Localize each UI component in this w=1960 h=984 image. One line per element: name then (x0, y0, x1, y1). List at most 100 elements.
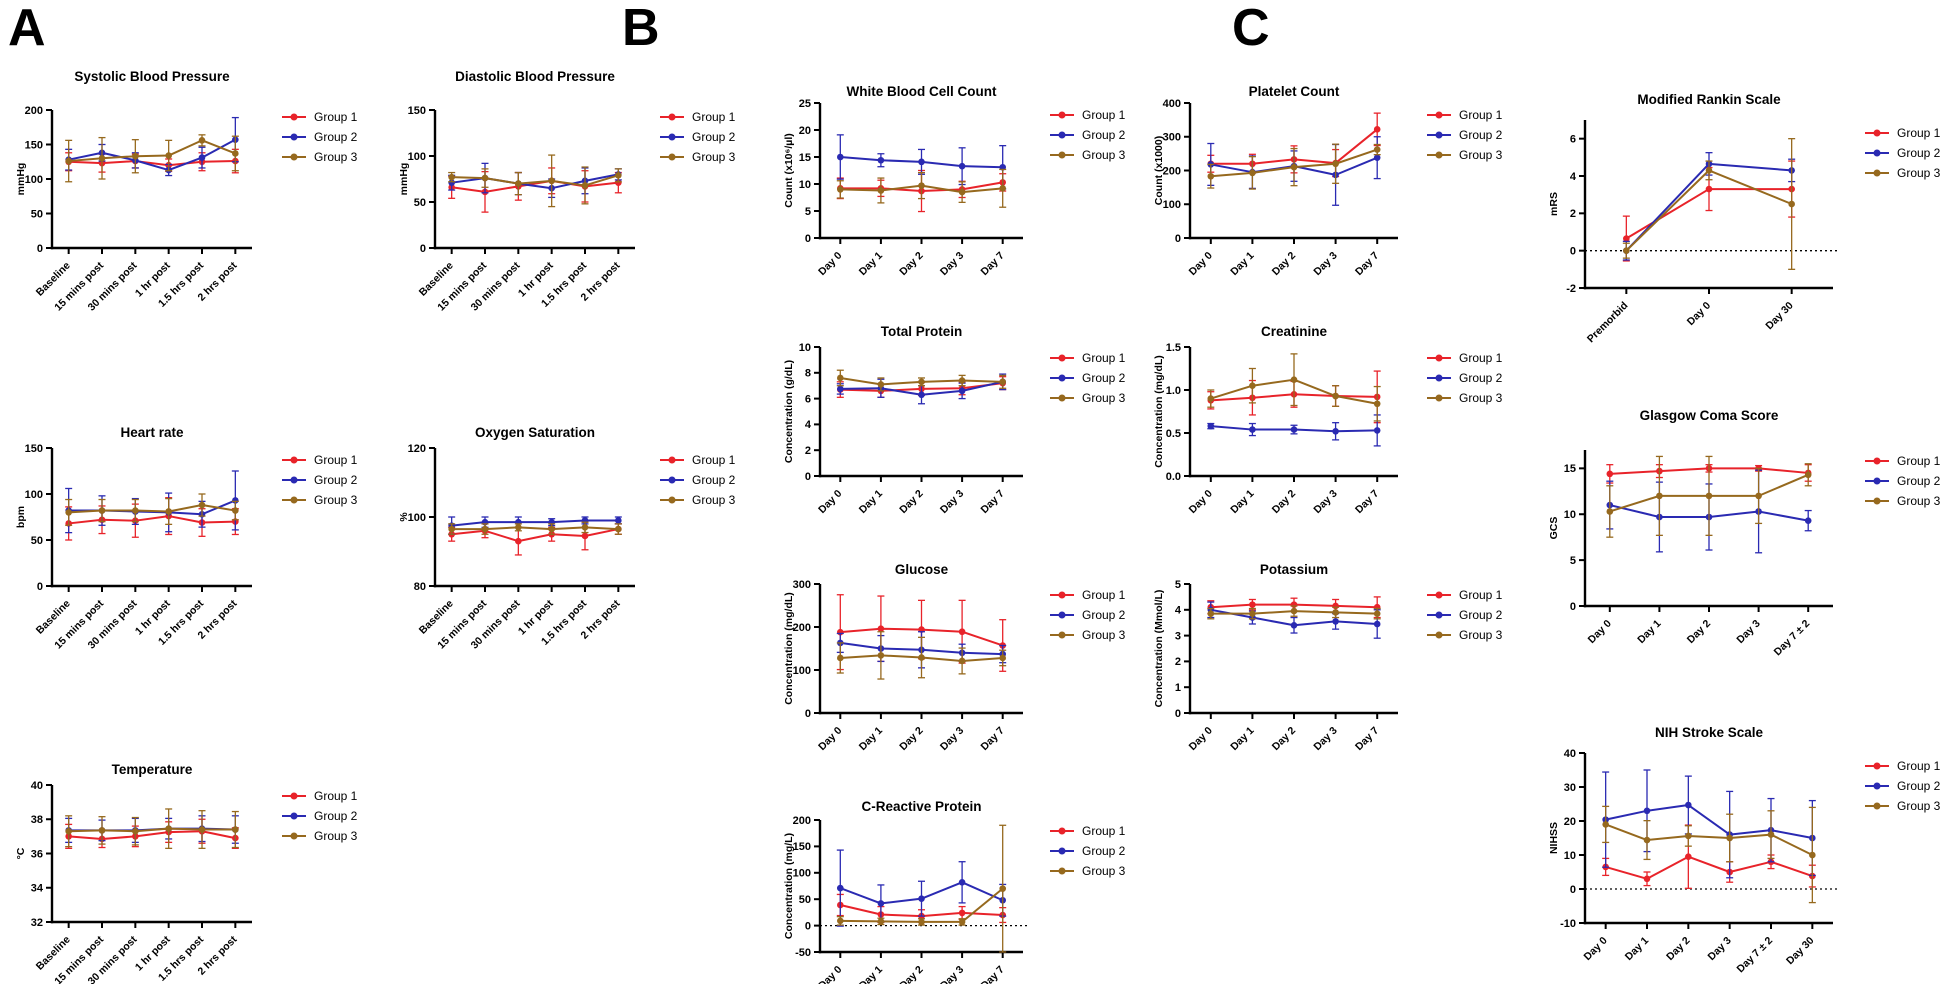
data-point (515, 537, 522, 545)
y-tick-label: 100 (25, 489, 43, 501)
data-point (958, 909, 966, 917)
y-tick-label: 150 (25, 443, 43, 455)
y-tick-label: 1 (1175, 682, 1181, 694)
y-tick-label: 50 (414, 197, 426, 209)
legend-label: Group 1 (1897, 126, 1941, 140)
series-group-2 (448, 162, 622, 199)
y-tick-label: 10 (1564, 509, 1576, 521)
y-tick-label: 5 (1570, 555, 1576, 567)
x-tick-label: Day 3 (1311, 250, 1339, 278)
x-tick-label: Day 7 (1353, 250, 1381, 278)
y-tick-label: 0.5 (1166, 428, 1181, 440)
data-point (1373, 610, 1381, 617)
data-point (232, 507, 239, 514)
legend-marker (668, 153, 676, 161)
y-tick-label: 1.0 (1166, 385, 1181, 397)
series-line (451, 174, 619, 187)
y-tick-label: 0 (420, 243, 426, 255)
y-tick-label: -2 (1566, 283, 1576, 295)
y-tick-label: 0 (805, 920, 811, 932)
chart-svg-nih: NIH Stroke Scale -10 0 10 20 30 40 NIHSS Day 0 Da… (1548, 725, 1941, 975)
series-group-2 (1207, 414, 1381, 447)
y-tick-label: 32 (31, 917, 43, 929)
data-point (98, 507, 106, 514)
x-tick-label: Day 7 (979, 964, 1007, 984)
legend-marker (290, 832, 298, 840)
y-tick-label: 150 (793, 841, 811, 853)
x-tick-label: Day 2 (1664, 935, 1692, 963)
y-tick-label: 20 (799, 125, 811, 137)
legend-label: Group 3 (314, 150, 358, 164)
legend-label: Group 1 (692, 453, 736, 467)
data-point (615, 172, 622, 179)
data-point (1656, 492, 1663, 500)
legend-item: Group 1 (1050, 824, 1126, 838)
y-tick-label: 0 (1570, 601, 1576, 613)
y-tick-label: 50 (31, 208, 43, 220)
legend-label: Group 3 (314, 493, 358, 507)
series-line (1605, 855, 1813, 880)
data-point (877, 625, 885, 633)
y-axis-label: Concentration (g/dL) (783, 360, 795, 463)
y-tick-label: 2 (1570, 208, 1576, 220)
legend-marker (1058, 374, 1066, 382)
series-group-1 (448, 167, 622, 213)
data-point (999, 185, 1006, 192)
legend-label: Group 1 (314, 110, 358, 124)
data-point (448, 179, 455, 186)
x-tick-label: Day 1 (857, 488, 885, 516)
data-point (198, 137, 206, 144)
chart-title: C-Reactive Protein (861, 799, 981, 814)
series-line (68, 138, 236, 172)
legend-item: Group 3 (1865, 494, 1941, 508)
chart-svg-wbc: White Blood Cell Count 0 5 10 15 20 25 Count (x… (783, 84, 1126, 278)
data-point (999, 654, 1006, 662)
data-point (515, 180, 522, 187)
series-group-3 (1207, 353, 1381, 422)
data-point (958, 657, 966, 665)
y-tick-label: 6 (805, 393, 811, 405)
legend-marker (1058, 847, 1066, 855)
data-point (1332, 427, 1339, 435)
legend-label: Group 1 (1897, 759, 1941, 773)
data-point (481, 174, 489, 182)
data-point (1606, 470, 1614, 478)
chart-svg-tp: Total Protein 0 2 4 6 8 10 Concentration (g/dL)… (783, 324, 1126, 516)
data-point (1809, 851, 1816, 859)
chart-title: Total Protein (881, 324, 963, 339)
data-point (1249, 601, 1256, 608)
legend-marker (1058, 394, 1066, 402)
series-group-3 (1622, 138, 1796, 270)
chart-title: Diastolic Blood Pressure (455, 69, 615, 84)
legend-label: Group 1 (1082, 824, 1126, 838)
chart-title: Heart rate (120, 425, 184, 440)
legend-item: Group 3 (1865, 799, 1941, 813)
legend-item: Group 2 (1050, 128, 1126, 142)
chart-plt: Platelet Count 0 100 200 300 400 Count (x1000)… (1150, 55, 1503, 310)
data-point (877, 652, 885, 659)
legend-item: Group 1 (282, 110, 358, 124)
data-point (1290, 163, 1298, 171)
data-point (1373, 427, 1381, 434)
y-tick-label: 200 (25, 105, 43, 117)
y-tick-label: 5 (1175, 579, 1181, 591)
legend-label: Group 1 (1082, 108, 1126, 122)
legend-marker (1873, 762, 1881, 770)
legend-marker (1873, 782, 1881, 790)
chart-glu: Glucose 0 100 200 300 Concentration (mg/dL) Da… (780, 548, 1132, 788)
chart-sbp: Systolic Blood Pressure 0 50 100 150 200 mmHg B… (12, 55, 364, 350)
y-tick-label: 8 (805, 368, 811, 380)
y-tick-label: 40 (31, 780, 43, 792)
legend-label: Group 2 (1897, 146, 1941, 160)
x-tick-label: Day 0 (816, 725, 844, 753)
legend-marker (1435, 354, 1443, 362)
data-point (877, 918, 885, 925)
legend-item: Group 3 (660, 150, 736, 164)
series-line (1605, 823, 1813, 856)
legend-marker (668, 113, 676, 121)
legend-label: Group 3 (1459, 391, 1502, 405)
y-axis-label: % (398, 512, 410, 522)
legend-item: Group 2 (1050, 608, 1126, 622)
